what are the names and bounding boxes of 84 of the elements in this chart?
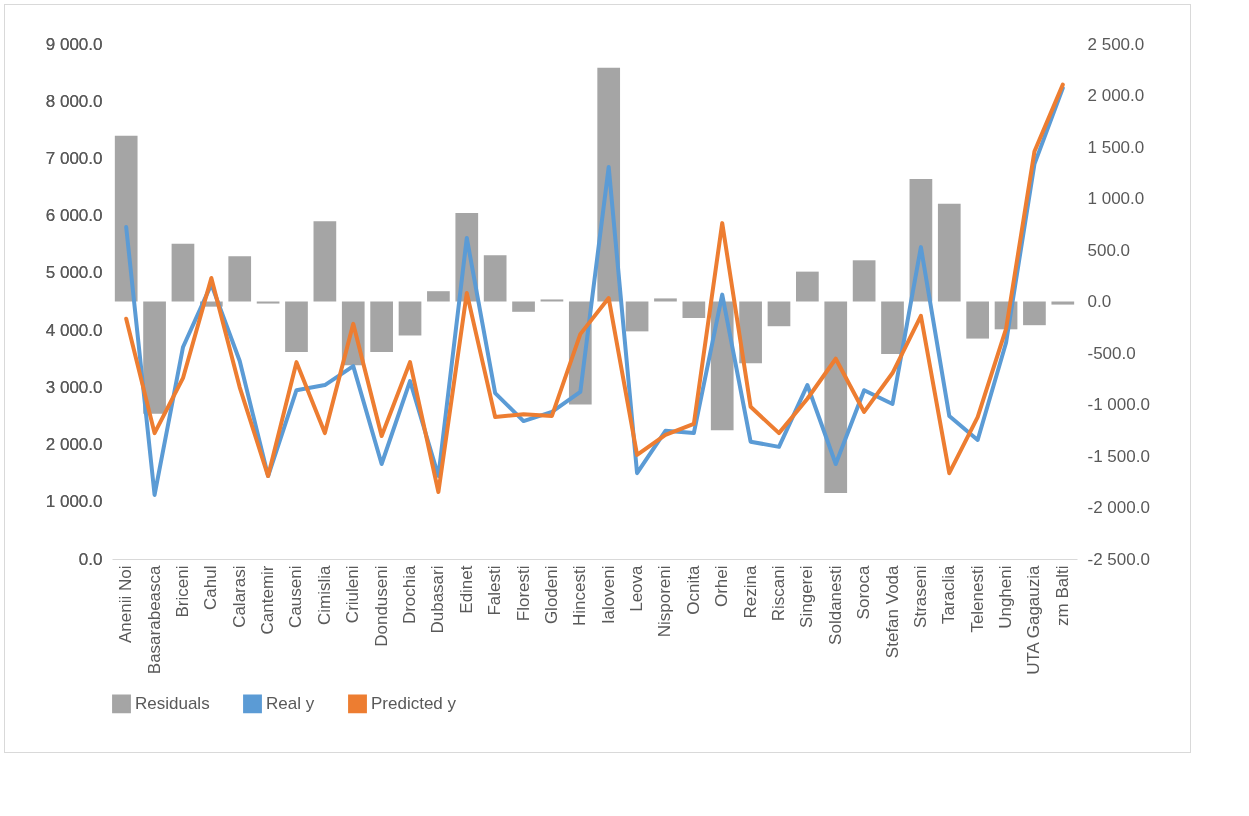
x-tick-label: Calarasi	[229, 565, 249, 628]
x-tick-label: Dubasari	[428, 565, 448, 634]
y2-tick-label: -2 000.0	[1087, 498, 1150, 517]
x-tick-label: Leova	[627, 564, 647, 612]
x-tick-label: Orhei	[712, 565, 732, 608]
x-tick-label: zm Balti	[1052, 565, 1072, 626]
y-tick-label: 0.0	[78, 549, 103, 569]
bar	[228, 256, 252, 302]
x-tick-label: UTA Gagauzia	[1024, 564, 1044, 675]
bar	[427, 291, 450, 302]
bar	[937, 203, 961, 302]
y-tick-label: 9 000.0	[45, 34, 103, 54]
y2-tick-label: 0.0	[1087, 292, 1112, 311]
bar	[285, 301, 308, 352]
bar	[256, 301, 280, 304]
bar	[512, 301, 535, 312]
bar	[852, 260, 876, 302]
bar	[398, 301, 422, 336]
legend-label: Residuals	[135, 693, 210, 713]
bar	[483, 255, 507, 302]
x-tick-label: Taraclia	[939, 564, 959, 625]
x-tick-label: Cahul	[201, 565, 221, 610]
bar	[114, 135, 138, 302]
bar	[796, 271, 819, 302]
x-tick-label: Ialoveni	[598, 565, 618, 625]
x-tick-label: Edinet	[456, 565, 476, 614]
x-tick-label: Ungheni	[996, 565, 1016, 629]
x-tick-label: Riscani	[768, 565, 788, 622]
y-tick-label: 2 000.0	[45, 435, 103, 455]
x-tick-label: Drochia	[400, 564, 420, 625]
y2-tick-label: -500.0	[1087, 343, 1136, 363]
y2-tick-label: 2 500.0	[1087, 34, 1145, 54]
y2-tick-label: -1 000.0	[1087, 395, 1150, 414]
legend-label: Real y	[266, 693, 315, 713]
y2-tick-label: 1 000.0	[1087, 189, 1145, 208]
x-tick-label: Singerei	[797, 565, 817, 628]
y-tick-label: 6 000.0	[45, 206, 103, 226]
y-tick-label: 8 000.0	[45, 91, 103, 111]
bar	[370, 301, 393, 352]
x-tick-label: Ocnita	[683, 564, 703, 615]
y-tick-label: 3 000.0	[45, 377, 103, 397]
bar	[881, 301, 904, 355]
bar	[171, 243, 195, 302]
bar	[143, 301, 166, 414]
x-tick-label: Telenesti	[967, 565, 987, 633]
x-tick-label: Falesti	[485, 565, 505, 616]
y2-tick-label: 1 500.0	[1087, 137, 1145, 157]
bar	[540, 299, 564, 302]
x-tick-label: Floresti	[513, 565, 533, 622]
bar	[767, 301, 791, 327]
bar	[966, 301, 990, 339]
bar	[1023, 301, 1046, 326]
x-tick-label: Donduseni	[371, 565, 391, 647]
bar	[1051, 301, 1075, 305]
x-tick-label: Hincesti	[570, 565, 590, 626]
bar	[313, 221, 337, 302]
x-tick-label: Basarabeasca	[144, 564, 164, 675]
bar	[654, 298, 677, 302]
y-tick-label: 5 000.0	[45, 263, 103, 283]
bar	[682, 301, 706, 318]
x-tick-label: Rezina	[740, 564, 760, 619]
y-tick-label: 1 000.0	[45, 492, 103, 512]
y2-tick-label: -1 500.0	[1087, 446, 1150, 466]
y-tick-label: 7 000.0	[45, 148, 103, 168]
legend-label: Predicted y	[371, 693, 457, 713]
x-tick-label: Stefan Voda	[882, 564, 902, 659]
x-tick-label: Soroca	[854, 564, 874, 620]
bar	[625, 301, 649, 332]
x-tick-label: Criuleni	[343, 565, 363, 624]
y2-tick-label: 500.0	[1087, 240, 1131, 260]
x-tick-label: Causeni	[286, 565, 306, 628]
bar	[739, 301, 762, 364]
x-tick-label: Soldanesti	[825, 565, 845, 645]
y2-tick-label: 2 000.0	[1087, 86, 1145, 105]
x-tick-label: Straseni	[910, 565, 930, 628]
x-tick-label: Anenii Noi	[116, 565, 136, 643]
bar	[824, 301, 848, 494]
y-tick-label: 4 000.0	[45, 320, 103, 340]
x-tick-label: Glodeni	[541, 565, 561, 625]
x-tick-label: Briceni	[172, 565, 192, 618]
x-tick-label: Cantemir	[258, 565, 278, 635]
x-tick-label: Nisporeni	[655, 565, 675, 638]
x-tick-label: Cimislia	[314, 564, 334, 625]
y2-tick-label: -2 500.0	[1087, 549, 1150, 569]
